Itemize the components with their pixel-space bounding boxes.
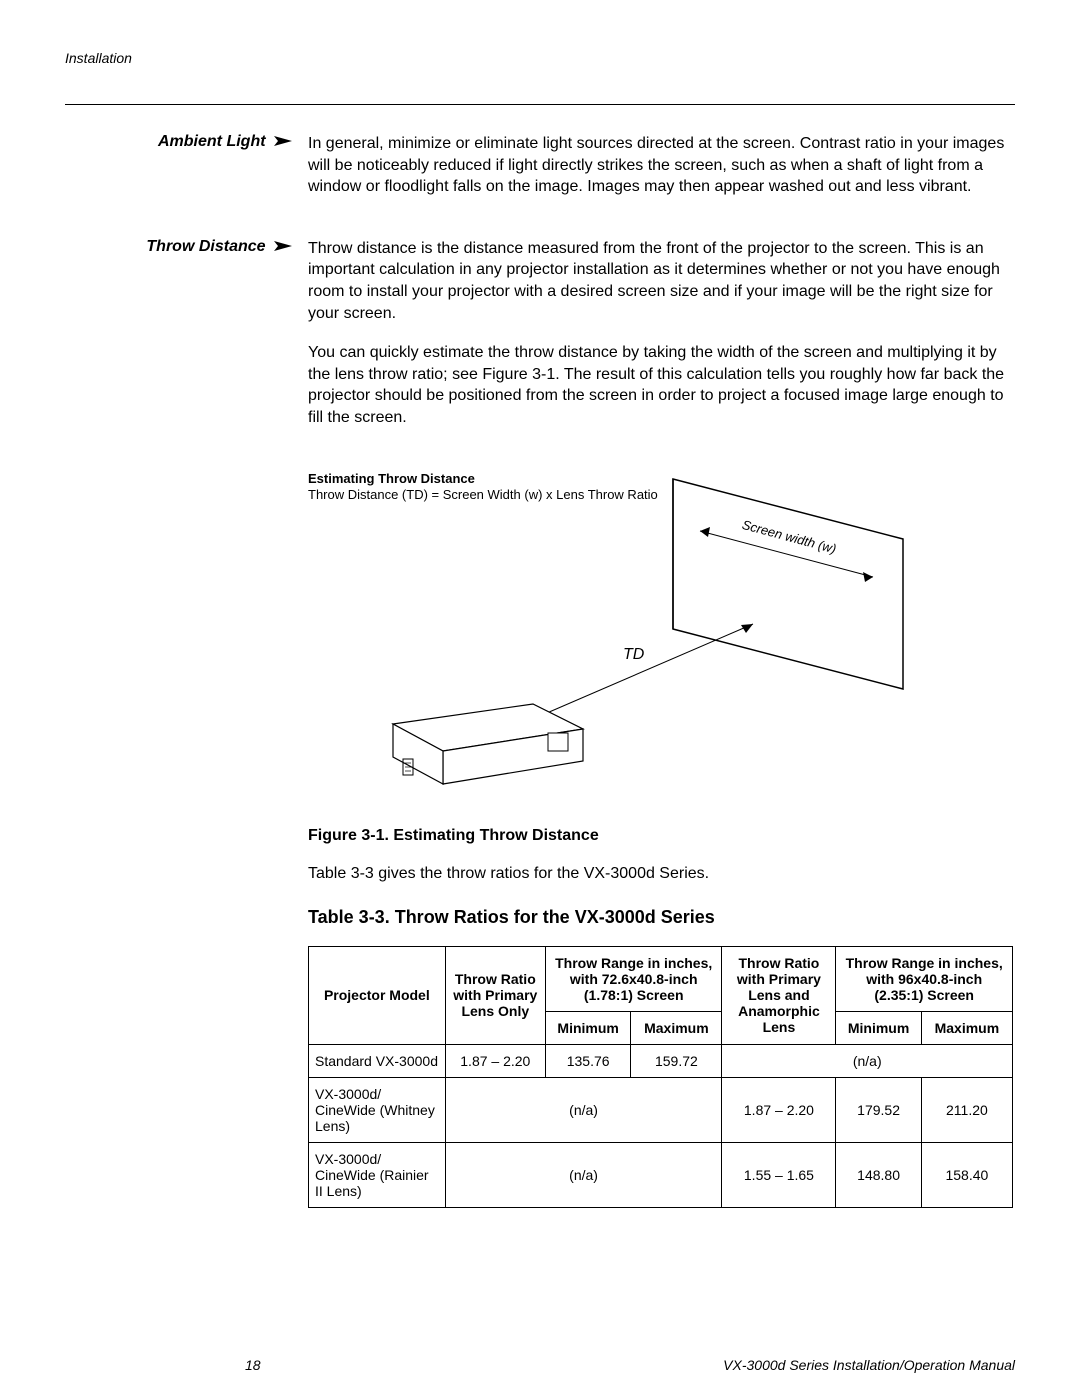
table-header-row-1: Projector Model Throw Ratio with Primary… <box>309 946 1013 1011</box>
ambient-light-body: In general, minimize or eliminate light … <box>300 133 1015 216</box>
table-row: Standard VX-3000d 1.87 – 2.20 135.76 159… <box>309 1044 1013 1077</box>
cell-ratio-anamorphic: 1.87 – 2.20 <box>722 1077 836 1142</box>
footer-doc-title: VX-3000d Series Installation/Operation M… <box>723 1357 1015 1373</box>
cell-model: VX-3000d/ CineWide (Rainier II Lens) <box>309 1142 446 1207</box>
cell-max-178: 159.72 <box>631 1044 722 1077</box>
cell-na-left: (n/a) <box>445 1142 722 1207</box>
cell-model: VX-3000d/ CineWide (Whitney Lens) <box>309 1077 446 1142</box>
cell-min-178: 135.76 <box>545 1044 630 1077</box>
th-max-235: Maximum <box>921 1011 1012 1044</box>
th-max-178: Maximum <box>631 1011 722 1044</box>
throw-distance-body: Throw distance is the distance measured … <box>300 238 1015 447</box>
cell-ratio-primary: 1.87 – 2.20 <box>445 1044 545 1077</box>
figure-caption: Figure 3-1. Estimating Throw Distance <box>308 827 1015 845</box>
cell-na-left: (n/a) <box>445 1077 722 1142</box>
table-row: VX-3000d/ CineWide (Rainier II Lens) (n/… <box>309 1142 1013 1207</box>
th-min-235: Minimum <box>836 1011 921 1044</box>
label-text: Ambient Light <box>158 133 266 150</box>
throw-ratios-table: Projector Model Throw Ratio with Primary… <box>308 946 1013 1208</box>
throw-distance-diagram: Estimating Throw Distance Throw Distance… <box>308 469 928 809</box>
page-number: 18 <box>245 1357 261 1373</box>
table-row: VX-3000d/ CineWide (Whitney Lens) (n/a) … <box>309 1077 1013 1142</box>
ambient-light-label: Ambient Light <box>65 133 300 216</box>
page-header-section: Installation <box>65 50 1015 66</box>
th-projector-model: Projector Model <box>309 946 446 1044</box>
table-intro-text: Table 3-3 gives the throw ratios for the… <box>308 865 1015 883</box>
th-ratio-primary: Throw Ratio with Primary Lens Only <box>445 946 545 1044</box>
figure-3-1: Estimating Throw Distance Throw Distance… <box>308 469 1015 809</box>
paragraph: Throw distance is the distance measured … <box>308 238 1015 324</box>
th-min-178: Minimum <box>545 1011 630 1044</box>
table-title: Table 3-3. Throw Ratios for the VX-3000d… <box>308 907 1015 928</box>
paragraph: You can quickly estimate the throw dista… <box>308 342 1015 428</box>
arrow-right-icon <box>274 133 292 151</box>
cell-min-235: 148.80 <box>836 1142 921 1207</box>
cell-min-235: 179.52 <box>836 1077 921 1142</box>
th-range-178: Throw Range in inches, with 72.6x40.8-in… <box>545 946 722 1011</box>
throw-distance-label: Throw Distance <box>65 238 300 447</box>
cell-ratio-anamorphic: 1.55 – 1.65 <box>722 1142 836 1207</box>
cell-model: Standard VX-3000d <box>309 1044 446 1077</box>
arrow-right-icon <box>274 238 292 256</box>
cell-max-235: 158.40 <box>921 1142 1012 1207</box>
horizontal-rule <box>65 104 1015 105</box>
cell-na-right: (n/a) <box>722 1044 1013 1077</box>
fig-small-title: Estimating Throw Distance <box>308 471 475 486</box>
throw-distance-section: Throw Distance Throw distance is the dis… <box>65 238 1015 447</box>
th-range-235: Throw Range in inches, with 96x40.8-inch… <box>836 946 1013 1011</box>
fig-formula: Throw Distance (TD) = Screen Width (w) x… <box>308 487 658 502</box>
screen-width-label: Screen width (w) <box>740 516 837 556</box>
td-label: TD <box>623 646 645 663</box>
paragraph: In general, minimize or eliminate light … <box>308 133 1015 198</box>
ambient-light-section: Ambient Light In general, minimize or el… <box>65 133 1015 216</box>
cell-max-235: 211.20 <box>921 1077 1012 1142</box>
th-ratio-anamorphic: Throw Ratio with Primary Lens and Anamor… <box>722 946 836 1044</box>
label-text: Throw Distance <box>146 238 265 255</box>
